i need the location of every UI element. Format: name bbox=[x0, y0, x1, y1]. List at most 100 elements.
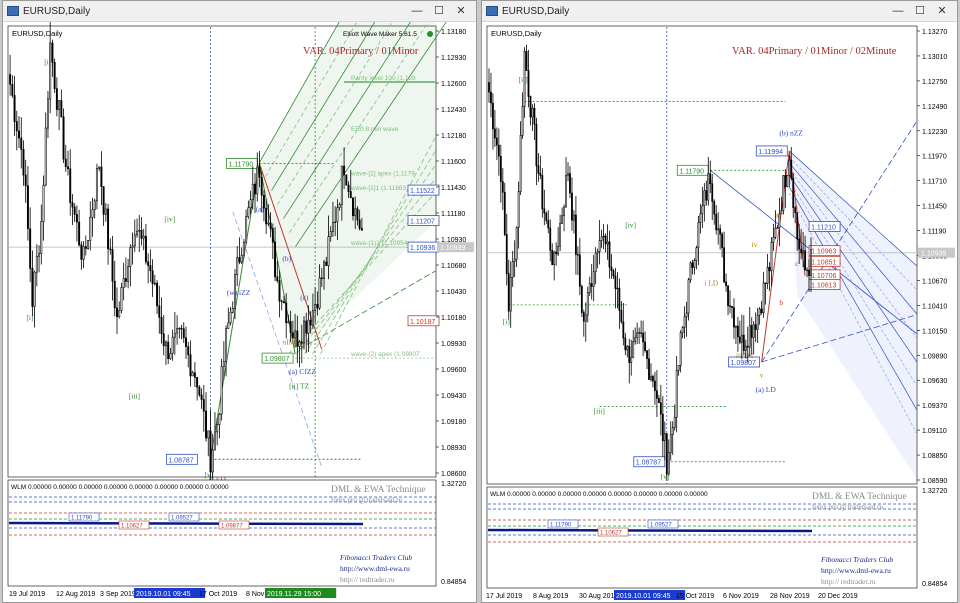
candle-body bbox=[303, 320, 305, 344]
wlm-label: WLM 0.00000 0.00000 0.00000 0.00000 0.00… bbox=[490, 491, 708, 498]
candle-body bbox=[340, 165, 343, 205]
maximize-button[interactable]: ☐ bbox=[434, 5, 444, 17]
candle-body bbox=[153, 282, 156, 285]
candle-body bbox=[774, 227, 777, 238]
candle-body bbox=[22, 149, 25, 176]
candle-body bbox=[191, 372, 194, 377]
candle-body bbox=[265, 207, 268, 225]
chart-window-left[interactable]: EURUSD,Daily — ☐ ✕ Parity level 100 (1.1… bbox=[2, 0, 477, 603]
candle-body bbox=[563, 206, 565, 217]
candle-body bbox=[598, 240, 601, 252]
candle-body bbox=[604, 235, 607, 245]
candle-body bbox=[316, 303, 319, 309]
candle-body bbox=[225, 328, 228, 362]
date-tick-label: 8 Nov 2019 bbox=[246, 591, 282, 598]
candle-body bbox=[711, 183, 714, 202]
candle-body bbox=[746, 345, 749, 348]
candle-body bbox=[614, 275, 617, 289]
window-titlebar[interactable]: EURUSD,Daily — ☐ ✕ bbox=[3, 1, 476, 22]
price-chart-right[interactable]: 1.11790 1.11994 1.11210 1.10963 1.10851 1.107… bbox=[482, 22, 957, 603]
candle-body bbox=[118, 310, 121, 318]
candle-body bbox=[234, 274, 236, 309]
candle-body bbox=[207, 430, 210, 439]
candle-body bbox=[535, 123, 538, 167]
minimize-button[interactable]: — bbox=[411, 5, 423, 17]
candle-body bbox=[242, 241, 245, 256]
candle-body bbox=[778, 213, 781, 229]
price-tick-label: 1.09370 bbox=[922, 403, 947, 410]
wlm-level-value: 1.09877 bbox=[221, 524, 243, 530]
candle-body bbox=[752, 324, 755, 338]
candle-body bbox=[760, 308, 763, 314]
candle-body bbox=[73, 206, 76, 215]
candle-body bbox=[802, 250, 805, 254]
wlm-tick-label: 1.32720 bbox=[441, 481, 466, 488]
candle-body bbox=[687, 279, 690, 314]
candle-body bbox=[33, 271, 36, 307]
price-chart-left[interactable]: Parity level 100 (1.128 ER0.8 min wave wav… bbox=[3, 22, 476, 603]
fib-fan-line bbox=[296, 177, 437, 355]
candle-body bbox=[240, 254, 243, 263]
candle-body bbox=[703, 190, 706, 207]
candle-body bbox=[699, 213, 702, 223]
candle-body bbox=[60, 100, 63, 118]
candle-body bbox=[671, 427, 674, 436]
fib-fan-line bbox=[304, 163, 437, 355]
candle-body bbox=[683, 316, 686, 328]
candle-body bbox=[111, 249, 114, 282]
date-tick-label: 17 Oct 2019 bbox=[199, 591, 237, 598]
candle-body bbox=[42, 184, 45, 222]
candle-body bbox=[193, 372, 196, 378]
candle-body bbox=[89, 217, 92, 241]
price-level-value: 1.10963 bbox=[811, 249, 836, 256]
maximize-button[interactable]: ☐ bbox=[915, 5, 925, 17]
wlm-tick-label: 0.84854 bbox=[441, 579, 466, 586]
price-tick-label: 1.09430 bbox=[441, 393, 466, 400]
candle-body bbox=[164, 341, 167, 347]
close-button[interactable]: ✕ bbox=[937, 5, 947, 17]
candle-body bbox=[531, 107, 534, 118]
candle-body bbox=[533, 107, 536, 125]
close-button[interactable]: ✕ bbox=[456, 5, 466, 17]
candle-body bbox=[804, 250, 806, 271]
candle-body bbox=[646, 350, 648, 359]
candle-body bbox=[260, 176, 263, 196]
candle-body bbox=[267, 222, 270, 225]
price-tick-label: 1.08930 bbox=[441, 445, 466, 452]
candle-body bbox=[545, 212, 548, 221]
candle-body bbox=[499, 155, 502, 182]
candle-body bbox=[278, 280, 281, 302]
wave-label: [ii] bbox=[519, 75, 528, 84]
candle-body bbox=[289, 321, 292, 333]
date-cursor-tag bbox=[134, 588, 206, 598]
price-tick-label: 1.13180 bbox=[441, 29, 466, 36]
date-tick-label: 15 Oct 2019 bbox=[676, 593, 714, 600]
fib-fan-line bbox=[283, 22, 411, 219]
candle-body bbox=[180, 327, 183, 330]
minimize-button[interactable]: — bbox=[892, 5, 904, 17]
candle-body bbox=[178, 327, 181, 330]
chart-window-icon bbox=[486, 6, 498, 16]
candle-body bbox=[51, 42, 54, 63]
candle-body bbox=[80, 244, 83, 260]
price-level-box bbox=[728, 356, 761, 368]
candle-body bbox=[309, 319, 312, 326]
date-tick-label: 17 Jul 2019 bbox=[486, 593, 522, 600]
fib-fan-line bbox=[259, 22, 340, 163]
wlm-main-line bbox=[487, 528, 813, 533]
fib-fan-line bbox=[265, 22, 358, 177]
candle-body bbox=[492, 102, 494, 130]
price-level-value: 1.08787 bbox=[168, 457, 193, 464]
candle-body bbox=[717, 228, 720, 231]
trend-line bbox=[761, 314, 918, 363]
current-price-tag bbox=[918, 247, 955, 258]
candle-body bbox=[196, 377, 199, 388]
candle-body bbox=[262, 194, 265, 209]
wave-label: [v] bbox=[204, 470, 213, 479]
candle-body bbox=[537, 165, 540, 174]
candle-body bbox=[640, 332, 643, 334]
candle-body bbox=[173, 332, 176, 338]
chart-window-right[interactable]: EURUSD,Daily — ☐ ✕ 1.11790 1.11994 1.11210… bbox=[481, 0, 958, 603]
window-titlebar[interactable]: EURUSD,Daily — ☐ ✕ bbox=[482, 1, 957, 22]
channel-area bbox=[789, 150, 917, 480]
